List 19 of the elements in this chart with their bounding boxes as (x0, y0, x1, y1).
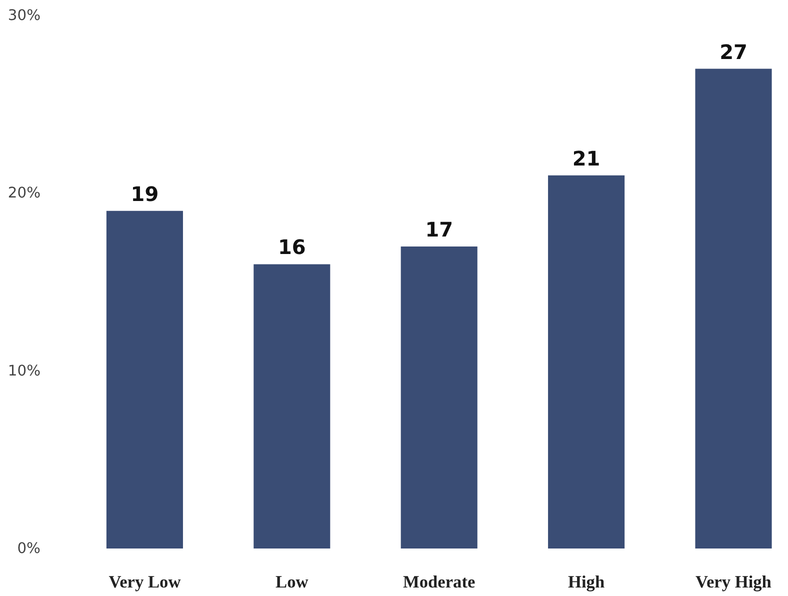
bar (695, 68, 772, 548)
data-label: 27 (720, 40, 748, 64)
y-tick-label: 10% (8, 362, 41, 380)
bar (254, 264, 330, 548)
y-tick-label: 30% (8, 7, 41, 24)
bar (400, 246, 478, 548)
data-label: 21 (572, 146, 600, 170)
bar (548, 175, 625, 548)
bar (106, 210, 183, 548)
data-label: 16 (278, 235, 306, 260)
x-tick-label: Very Low (108, 572, 182, 592)
x-tick-label: Moderate (403, 572, 476, 592)
x-tick-label: Very High (696, 572, 772, 592)
data-label: 19 (130, 182, 159, 206)
x-tick-label: High (568, 572, 605, 592)
y-tick-label: 0% (17, 540, 41, 557)
y-tick-label: 20% (8, 184, 41, 202)
x-tick-label: Low (276, 572, 309, 592)
data-label: 17 (425, 217, 454, 242)
